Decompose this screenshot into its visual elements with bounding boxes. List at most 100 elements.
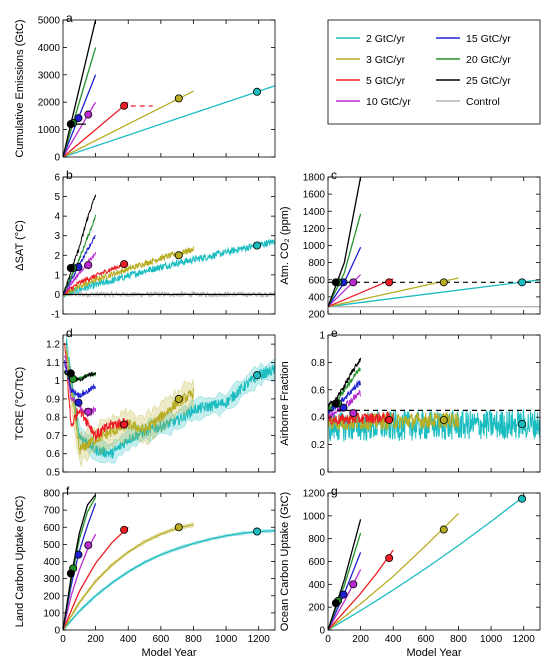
legend-label-10: 10 GtC/yr [366, 96, 411, 108]
marker-b-2 [253, 241, 262, 250]
series-a-5 [63, 101, 129, 157]
marker-a-3 [174, 94, 183, 103]
marker-f-5 [120, 525, 129, 534]
ytick-label-g: 800 [308, 534, 325, 545]
marker-c-25 [331, 278, 340, 287]
series-c-5 [328, 278, 394, 308]
xtick-label-g: 400 [385, 634, 402, 645]
series-a-20 [63, 47, 97, 157]
ytick-label-c: 1600 [303, 190, 326, 201]
ytick-label-c: 600 [308, 275, 325, 286]
marker-e-2 [518, 420, 527, 429]
ytick-label-f: 100 [43, 608, 60, 619]
ytick-label-a: 3000 [38, 70, 61, 81]
plot-area-c [328, 177, 540, 308]
marker-g-25 [331, 599, 340, 608]
plot-area-b [63, 194, 275, 299]
marker-f-3 [174, 523, 183, 532]
marker-e-3 [439, 415, 448, 424]
panel-label-a: a [66, 11, 73, 25]
ytick-label-b: 4 [54, 212, 60, 223]
marker-a-10 [84, 110, 93, 119]
panel-label-c: c [331, 168, 337, 182]
series-g-25 [328, 519, 362, 630]
marker-d-10 [84, 407, 93, 416]
marker-a-15 [74, 114, 83, 123]
ytick-label-b: 6 [54, 173, 60, 184]
series-b-3 [63, 246, 194, 297]
ytick-label-a: 0 [54, 153, 60, 164]
ytick-label-e: 0.8 [311, 358, 325, 369]
band-f-2 [63, 529, 275, 630]
ytick-label-a: 4000 [38, 43, 61, 54]
series-g-5 [328, 549, 394, 630]
ylabel-f: Land Carbon Uptake (GtC) [14, 496, 26, 627]
panel-d: 0.5 0.6 0.7 0.8 0.9 1 1.1 1.2 d TCRE (°C/TtC) [14, 326, 276, 479]
marker-g-15 [339, 590, 348, 599]
ytick-label-d: 1.2 [46, 340, 60, 351]
series-g-10 [328, 569, 362, 630]
series-g-2 [328, 495, 525, 630]
legend-label-25: 25 GtC/yr [466, 75, 511, 87]
ytick-label-c: 400 [308, 292, 325, 303]
ytick-label-c: 800 [308, 258, 325, 269]
ylabel-g: Ocean Carbon Uptake (GtC) [279, 492, 291, 631]
marker-f-15 [74, 550, 83, 559]
ylabel-d: TCRE (°C/TtC) [14, 367, 26, 440]
series-g-3 [328, 513, 459, 630]
ytick-label-b: 0 [54, 290, 60, 301]
marker-e-10 [349, 409, 358, 418]
ytick-label-e: 0.6 [311, 385, 325, 396]
ytick-label-c: 200 [308, 310, 325, 321]
ytick-label-a: 5000 [38, 16, 61, 27]
series-c-2 [328, 279, 540, 308]
panel-f: 0 100 200 300 400 500 600 700 800 0 200 400 600 800 10… [14, 484, 276, 659]
panel-c: 200 400 600 800 1000 1200 1400 1600 1800 c Atm. CO… [279, 168, 541, 321]
series-d-3 [65, 351, 194, 455]
marker-e-15 [339, 403, 348, 412]
ytick-label-d: 1 [54, 376, 60, 387]
marker-b-10 [84, 261, 93, 270]
ytick-label-f: 300 [43, 574, 60, 585]
xtick-label-f: 600 [153, 634, 170, 645]
marker-b-3 [174, 251, 183, 260]
series-b-10 [63, 251, 97, 295]
xtick-label-g: 1000 [480, 634, 503, 645]
ytick-label-f: 200 [43, 591, 60, 602]
xlabel-f: Model Year [141, 647, 196, 659]
marker-d-25 [66, 369, 75, 378]
ytick-label-f: 600 [43, 523, 60, 534]
xtick-label-f: 400 [120, 634, 137, 645]
ytick-label-c: 1800 [303, 173, 326, 184]
ylabel-c: Atm. CO₂ (ppm) [279, 206, 291, 284]
legend: 2 GtC/yr 15 GtC/yr 3 GtC/yr 20 GtC/yr 5 GtC/… [336, 33, 511, 108]
plot-area-a [63, 20, 275, 157]
marker-g-10 [349, 580, 358, 589]
marker-g-3 [439, 525, 448, 534]
marker-e-25 [331, 399, 340, 408]
series-d-5 [64, 342, 129, 441]
marker-b-5 [120, 260, 129, 269]
ytick-label-g: 600 [308, 557, 325, 568]
ytick-label-g: 400 [308, 580, 325, 591]
plot-area-g [328, 494, 527, 630]
marker-b-25 [66, 264, 75, 273]
plot-area-f [63, 494, 275, 630]
panel-label-d: d [66, 326, 73, 340]
ytick-label-e: 0 [319, 468, 325, 479]
ytick-label-b: 5 [54, 192, 60, 203]
axes-frame-f [62, 492, 276, 631]
xtick-label-f: 800 [185, 634, 202, 645]
series-b-2 [63, 238, 275, 298]
axes-frame-d [62, 334, 276, 473]
series-f-3 [63, 524, 194, 630]
ytick-label-d: 0.7 [46, 431, 60, 442]
legend-label-control: Control [466, 96, 500, 108]
ytick-label-d: 0.9 [46, 394, 60, 405]
ytick-label-e: 1 [319, 331, 325, 342]
xtick-label-g: 800 [450, 634, 467, 645]
series-d-15 [64, 360, 97, 399]
plot-area-e [328, 357, 540, 442]
